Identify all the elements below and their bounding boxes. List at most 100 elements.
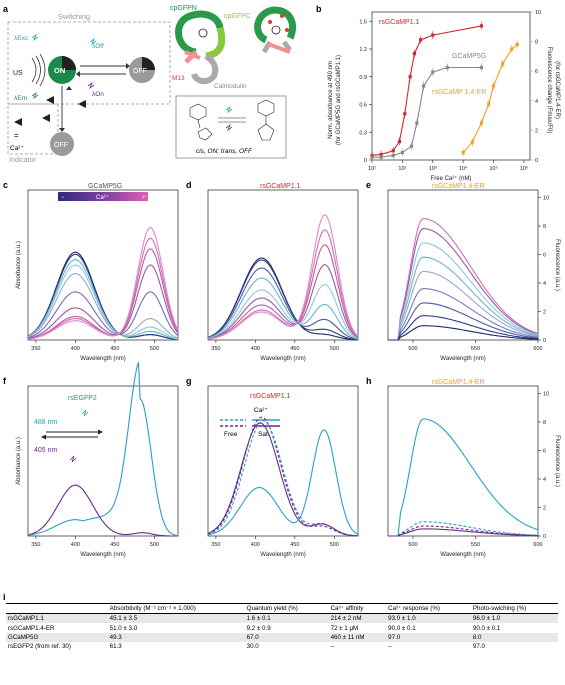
indicator-box xyxy=(7,103,59,155)
plot-frame-g xyxy=(207,385,359,537)
spectrum-curve-8 xyxy=(27,237,179,340)
spectrum-curve-0 xyxy=(27,484,178,537)
x-tick-label: 500 xyxy=(150,346,159,352)
y-tick-label: 10 xyxy=(543,392,549,398)
table-cell: – xyxy=(388,643,392,651)
spectrum-curve-8 xyxy=(388,325,539,341)
spectrum-curve-1 xyxy=(388,521,539,537)
table-header-row: Absorbtivity (M⁻¹ cm⁻¹ × 1,000) Quantum … xyxy=(6,603,558,614)
data-point xyxy=(445,65,449,70)
panel-b: b rsGCaMP1.1 GCaMP5G rsGCaMP 1.4-ER Norm… xyxy=(316,4,560,182)
table-row: rsGCaMP1.4-ER 51.0 ± 3.0 9.2 ± 0.9 72 ± … xyxy=(6,623,558,632)
x-tick-label: 600 xyxy=(533,542,542,548)
ylabel-h: Fluorescence (a.u.) xyxy=(554,435,560,487)
table-header-cell xyxy=(6,603,108,614)
panel-label-e: e xyxy=(366,180,371,190)
panel-a: a Switching Indicator US ON OFF λOff λOn… xyxy=(3,4,297,164)
data-point xyxy=(397,139,402,144)
panel-h: h rsGCaMP1.4-ER Fluorescence (a.u.) Wave… xyxy=(366,376,560,558)
y-tick-label: 0 xyxy=(543,534,546,540)
us-label: US xyxy=(13,70,23,77)
panel-label-h: h xyxy=(366,376,372,386)
spectrum-curve-7 xyxy=(388,315,539,341)
data-point xyxy=(479,121,484,125)
table-row: rsGCaMP1.1 45.1 ± 3.5 1.6 ± 0.1 214 ± 2 … xyxy=(6,613,558,624)
spectrum-curve-7 xyxy=(207,229,359,340)
spectrum-curve-5 xyxy=(27,291,179,339)
xlabel-e: Wavelength (nm) xyxy=(440,356,485,362)
ylabel-right2-b: (for rsGCaMP1.4-ER) xyxy=(554,61,560,119)
spectrum-curve-6 xyxy=(388,302,539,341)
spectrum-curve-4 xyxy=(207,284,359,339)
y-tick-label: 0 xyxy=(543,338,546,344)
ylabel-f: Absorbance (a.u.) xyxy=(16,437,22,485)
equals-label: = xyxy=(14,131,19,140)
x-tick-label: 400 xyxy=(251,542,260,548)
lam488-label: 488 nm xyxy=(34,419,58,426)
series-line-0 xyxy=(371,25,482,156)
colorbar-minus: − xyxy=(61,195,65,201)
legend-sat-label: Sat. xyxy=(258,431,270,438)
y-tick-right-label: 0 xyxy=(535,158,538,164)
table-cell: 90.0 ± 0.1 xyxy=(472,624,501,632)
data-point xyxy=(501,62,505,66)
y-tick-right-label: 10 xyxy=(535,10,541,16)
spectrum-curve-1 xyxy=(27,253,179,341)
data-point xyxy=(510,47,514,51)
x-tick-label: 600 xyxy=(533,346,542,352)
us-waves-icon xyxy=(31,53,46,87)
arrowhead-icon xyxy=(66,86,72,90)
data-point xyxy=(487,102,491,106)
spectrum-curve-0 xyxy=(388,218,539,341)
x-tick-label: 450 xyxy=(110,542,119,548)
chromophore-box xyxy=(175,95,287,159)
table-cell: 49.3 xyxy=(107,632,245,643)
y-tick-left-label: 0.9 xyxy=(359,75,367,81)
arrowhead-icon xyxy=(76,71,80,77)
spectrum-curve-6 xyxy=(207,244,359,340)
arrowhead-icon xyxy=(59,128,65,132)
y-tick-right-label: 6 xyxy=(535,69,538,75)
x-tick-label: 10¹ xyxy=(368,166,376,172)
data-point xyxy=(479,24,484,28)
panel-label-g: g xyxy=(186,376,192,386)
table-cell: 61.3 xyxy=(109,643,122,651)
table-header-cell: Ca²⁺ affinity xyxy=(328,603,387,614)
title-d: rsGCaMP1.1 xyxy=(260,183,301,190)
spectrum-curve-9 xyxy=(27,227,179,340)
spectrum-curve-1 xyxy=(388,228,539,341)
y-tick-left-label: 0 xyxy=(364,158,367,164)
table-cell: 30.0 xyxy=(246,643,259,651)
off-ca-wedge-icon xyxy=(142,57,155,70)
y-tick-label: 10 xyxy=(543,196,549,202)
spectrum-curve-4 xyxy=(27,273,179,339)
ylabel-e: Fluorescence (a.u.) xyxy=(554,239,560,291)
xlabel-h: Wavelength (nm) xyxy=(440,552,485,558)
series-label-rsgcamp14: rsGCaMP 1.4-ER xyxy=(432,89,486,96)
spectrum-curve-2 xyxy=(207,422,359,537)
protein-structure-icon xyxy=(175,10,226,84)
lam405-label: 405 nm xyxy=(34,447,58,454)
x-tick-label: 500 xyxy=(150,542,159,548)
xlabel-b: Free Ca²⁺ (nM) xyxy=(431,175,472,182)
y-tick-label: 6 xyxy=(543,449,546,455)
plot-frame-e xyxy=(387,189,539,341)
x-tick-label: 500 xyxy=(330,542,339,548)
spectrum-curve-3 xyxy=(27,264,179,340)
panel-label-f: f xyxy=(3,376,7,386)
table-cell: 93.0 ± 1.0 xyxy=(386,613,471,624)
off-label-bottom: OFF xyxy=(54,142,68,149)
data-point xyxy=(391,153,395,157)
chromophore-caption: cis, ON; trans, OFF xyxy=(196,148,253,155)
spectrum-curve-1 xyxy=(27,362,179,537)
data-point xyxy=(470,140,474,144)
calmodulin-label: Calmodulin xyxy=(214,83,247,90)
cpgfp-n-label: cpGFPN xyxy=(170,5,197,12)
table-cell: GCaMP5G xyxy=(6,632,108,643)
data-point xyxy=(408,75,412,79)
spectrum-curve-4 xyxy=(388,270,539,341)
ca-colorbar xyxy=(58,192,148,201)
data-point xyxy=(403,112,407,116)
x-tick-label: 10³ xyxy=(429,166,437,172)
x-tick-label: 450 xyxy=(110,346,119,352)
